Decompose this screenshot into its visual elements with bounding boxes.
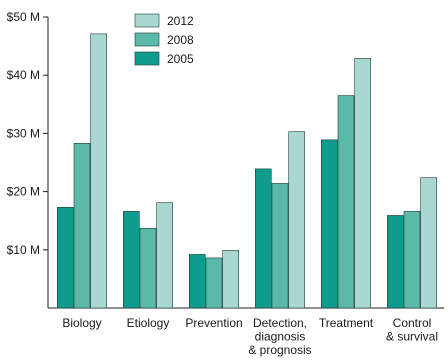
bar-2012 [156,202,173,309]
x-category-label: Detection, diagnosis & prognosis [248,316,311,357]
bar-2012 [90,33,107,309]
bar-2008 [271,183,289,309]
bar-2005 [255,168,272,309]
x-category-label: Prevention [185,316,242,330]
x-category-label-line: & survival [386,330,438,344]
bar-2012 [288,131,306,309]
legend-swatch-2005 [134,51,160,66]
x-category-label: Control & survival [386,316,438,344]
y-tick-label: $10 M [7,243,40,257]
bar-2005 [189,254,206,309]
x-category-label-line: Control [393,316,432,330]
bar-2005 [123,211,140,309]
bar-2012 [420,177,438,309]
bar-2012 [222,250,239,309]
x-category-label-line: Treatment [319,316,374,330]
legend-swatch-2012 [134,13,160,28]
bar-2005 [386,215,404,309]
bar-2008 [73,142,91,309]
bar-2008 [205,257,223,309]
bar-2008 [403,211,421,309]
legend: 2012 2008 2005 [134,13,194,66]
bar-2005 [56,207,74,309]
y-tick-label: $50 M [7,10,40,24]
bar-2012 [354,58,372,309]
legend-label: 2008 [167,33,194,47]
x-category-label-line: Biology [62,316,101,330]
bar-2008 [139,227,157,309]
x-category-label-line: Etiology [127,316,170,330]
x-category-label: Etiology [127,316,170,330]
x-category-label: Treatment [319,316,374,330]
y-tick-label: $40 M [7,68,40,82]
legend-label: 2005 [167,52,194,66]
x-category-label-line: diagnosis [255,330,306,344]
bar-2008 [337,95,355,309]
x-category-label-line: & prognosis [248,343,311,357]
axes [47,17,444,309]
x-axis-labels: Biology Etiology Prevention Detection, diagn… [62,316,438,357]
x-category-label-line: Detection, [253,316,307,330]
bar-2005 [320,139,338,309]
y-tick-label: $30 M [7,126,40,140]
legend-label: 2012 [167,14,194,28]
x-category-label-line: Prevention [185,316,242,330]
x-category-label: Biology [62,316,101,330]
bars [56,33,438,309]
legend-swatch-2008 [134,32,160,47]
y-tick-label: $20 M [7,185,40,199]
y-axis-ticks: $10 M $20 M $30 M $40 M $50 M [7,10,48,257]
